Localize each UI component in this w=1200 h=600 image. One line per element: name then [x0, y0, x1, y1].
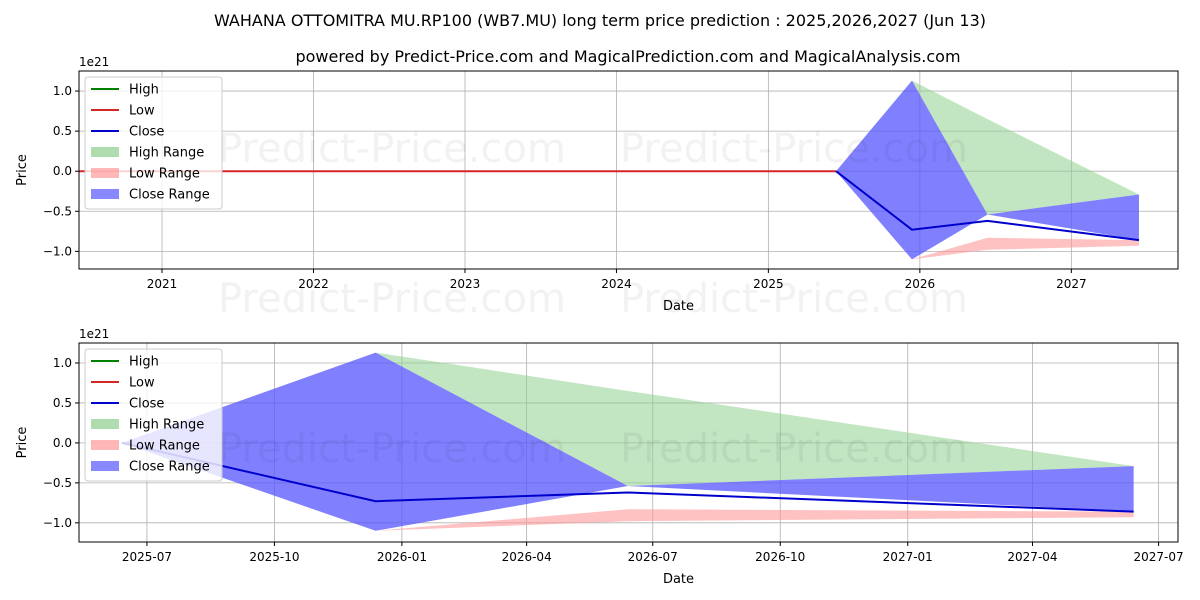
legend-swatch-patch [91, 189, 119, 199]
legend: High Low Close High Range Low Range Close Ran… [84, 76, 223, 210]
x-tick-label: 2026-07 [628, 550, 678, 564]
watermark-text: Predict-Price.com [218, 126, 566, 172]
legend-swatch-patch [91, 419, 119, 429]
x-tick-label: 2027-01 [883, 550, 933, 564]
y-tick-label: −0.5 [43, 476, 72, 490]
low-range-band [121, 442, 1134, 531]
x-tick-label: 2024 [601, 277, 632, 291]
legend-swatch-patch [91, 147, 119, 157]
y-tick-label: 1.0 [53, 356, 72, 370]
close-range-band [836, 80, 1139, 260]
data-layer [79, 80, 1140, 260]
y-tick-label: −1.0 [43, 516, 72, 530]
legend-box [84, 348, 223, 482]
legend-label: Low Range [129, 167, 200, 182]
watermark-text: Predict-Price.com [218, 276, 566, 322]
close-forecast-line [835, 170, 1140, 242]
legend-label: High Range [129, 418, 204, 433]
watermark-text: Predict-Price.com [218, 426, 566, 472]
data-layer [121, 352, 1134, 531]
low-range-band [836, 171, 1139, 260]
close-forecast-line [121, 441, 1134, 513]
y-tick-label: 0.5 [53, 396, 72, 410]
x-axis-label: Date [663, 572, 694, 587]
y-tick-label: 0.0 [53, 164, 72, 178]
x-tick-label: 2025 [753, 277, 784, 291]
legend-box [84, 76, 223, 210]
high-range-band [121, 352, 1134, 487]
legend-label: Low [129, 104, 155, 119]
plot-frame [78, 70, 1179, 270]
watermarks: Predict-Price.com Predict-Price.com Predic… [218, 126, 968, 472]
chart-subtitle: powered by Predict-Price.com and Magical… [295, 47, 960, 66]
y-tick-label: −0.5 [43, 204, 72, 218]
x-tick-label: 2022 [298, 277, 329, 291]
high-range-band [836, 80, 1139, 215]
watermark-text: Predict-Price.com [620, 276, 968, 322]
legend-label: Close Range [129, 188, 210, 203]
x-tick-label: 2025-10 [249, 550, 299, 564]
watermark-text: Predict-Price.com [620, 426, 968, 472]
legend-swatch-patch [91, 461, 119, 471]
y-tick-label: 0.5 [53, 124, 72, 138]
x-axis-label: Date [663, 299, 694, 314]
legend-swatch-patch [91, 168, 119, 178]
x-tick-label: 2025-07 [122, 550, 172, 564]
x-tick-label: 2026-01 [377, 550, 427, 564]
legend-label: High [129, 355, 159, 370]
y-offset-label: 1e21 [79, 327, 109, 341]
y-axis-label: Price [15, 427, 30, 459]
x-tick-label: 2027 [1056, 277, 1087, 291]
x-tick-label: 2026-10 [755, 550, 805, 564]
x-tick-label: 2021 [147, 277, 178, 291]
y-tick-label: 0.0 [53, 436, 72, 450]
legend-label: High [129, 83, 159, 98]
close-range-band [121, 352, 1134, 531]
y-tick-label: −1.0 [43, 244, 72, 258]
x-tick-label: 2026-04 [502, 550, 552, 564]
x-tick-label: 2026 [905, 277, 936, 291]
y-tick-label: 1.0 [53, 84, 72, 98]
legend-label: Low Range [129, 439, 200, 454]
chart-title: WAHANA OTTOMITRA MU.RP100 (WB7.MU) long … [214, 11, 986, 30]
legend-label: Close Range [129, 460, 210, 475]
top-panel: 2021 2022 2023 2024 2025 2026 2027 1.0 0.5 0.0 −0.… [15, 55, 1179, 314]
x-tick-label: 2027-04 [1007, 550, 1057, 564]
watermark-text: Predict-Price.com [620, 126, 968, 172]
x-tick-label: 2023 [450, 277, 481, 291]
legend: High Low Close High Range Low Range Close Ran… [84, 348, 223, 482]
bottom-panel: 2025-07 2025-10 2026-01 2026-04 2026-07 2026-… [15, 327, 1184, 587]
x-tick-label: 2027-07 [1134, 550, 1184, 564]
legend-label: Close [129, 125, 164, 140]
y-axis-label: Price [15, 154, 30, 186]
legend-label: High Range [129, 146, 204, 161]
y-offset-label: 1e21 [79, 55, 109, 69]
legend-label: Low [129, 376, 155, 391]
legend-swatch-patch [91, 440, 119, 450]
legend-label: Close [129, 397, 164, 412]
